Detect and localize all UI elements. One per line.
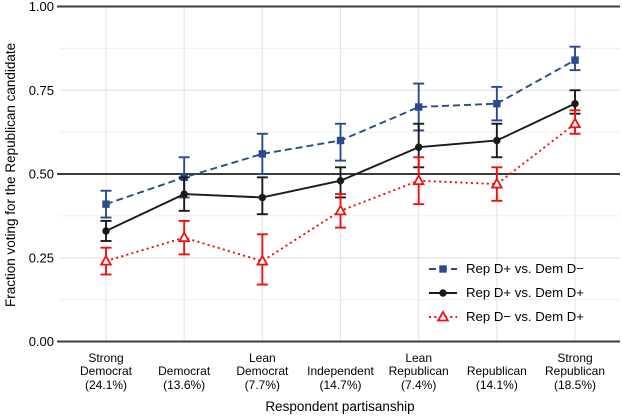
data-point-triangle <box>177 230 191 243</box>
x-category-label-line: Republican <box>388 364 449 378</box>
x-category-label: Strong Republican (18.5%) <box>523 349 622 392</box>
data-point-triangle <box>412 173 426 186</box>
y-tick-label: 0.50 <box>29 167 54 182</box>
x-category-label-line: (14.1%) <box>475 377 518 392</box>
x-category-label-line: (14.7%) <box>319 377 362 392</box>
x-category-label-line: (7.4%) <box>401 377 437 392</box>
data-point-circle <box>571 99 579 108</box>
x-category-label-line: Republican <box>544 364 606 378</box>
data-point-circle <box>439 288 447 297</box>
data-point-square <box>414 103 423 111</box>
x-category-label-line: Democrat <box>236 364 289 378</box>
legend-marker-icon <box>429 264 457 273</box>
data-point-triangle <box>334 204 347 216</box>
legend-marker-icon <box>429 309 457 321</box>
x-category-label-line: Strong <box>557 350 593 365</box>
data-point-triangle <box>436 309 450 321</box>
x-category-label-line: Republican <box>466 364 527 378</box>
legend-item: Rep D+ vs. Dem D+ <box>428 283 584 302</box>
y-tick-label: 0.00 <box>29 334 54 349</box>
data-point-circle <box>336 177 345 185</box>
data-point-square <box>571 56 579 64</box>
x-category-label-line: (18.5%) <box>554 377 597 392</box>
x-category-label-line: (24.1%) <box>84 377 128 392</box>
x-category-label: Democrat (13.6%) <box>132 349 236 392</box>
data-point-square <box>102 200 110 208</box>
data-point-square <box>258 150 267 158</box>
data-points-rep-d-vs-dem-d <box>99 116 582 266</box>
data-point-triangle <box>99 254 113 266</box>
y-tick-label: 1.00 <box>29 0 54 14</box>
x-category-label: Republican (14.1%) <box>445 349 549 392</box>
y-axis-tick-labels: 0.00 0.25 0.50 0.75 1.00 <box>29 0 54 349</box>
data-point-square <box>439 264 447 273</box>
x-category-label-line: Independent <box>307 364 374 378</box>
series-rep-d-vs-dem-d <box>99 109 582 286</box>
x-category-label: Lean Democrat (7.7%) <box>210 349 314 392</box>
data-point-triangle <box>490 177 504 189</box>
x-category-label: Strong Democrat (24.1%) <box>54 349 158 392</box>
reference-lines <box>57 5 620 343</box>
series-rep-d-vs-dem-d <box>100 89 581 242</box>
x-category-label-line: Lean <box>248 350 276 365</box>
legend-item: Rep D− vs. Dem D+ <box>428 307 584 326</box>
x-category-label: Lean Republican (7.4%) <box>367 349 471 392</box>
legend-marker-icon <box>429 288 457 297</box>
data-point-circle <box>102 227 110 235</box>
legend-item: Rep D+ vs. Dem D− <box>428 259 584 278</box>
x-category-label-line: Lean <box>405 350 433 365</box>
y-tick-label: 0.75 <box>29 83 54 98</box>
x-category-label: Independent (14.7%) <box>289 349 393 392</box>
legend-label: Rep D+ vs. Dem D− <box>466 261 584 276</box>
data-point-triangle <box>255 254 269 266</box>
x-category-label-line: Strong <box>88 350 124 365</box>
legend: Rep D+ vs. Dem D− Rep D+ vs. Dem D+ Rep D−… <box>428 259 584 326</box>
data-point-square <box>336 136 345 145</box>
x-axis-title: Respondent partisanship <box>265 399 415 414</box>
data-point-square <box>493 99 501 108</box>
y-tick-label: 0.25 <box>29 250 54 265</box>
x-category-label-line: Democrat <box>158 364 211 378</box>
data-point-triangle <box>568 116 582 129</box>
data-point-circle <box>493 136 501 145</box>
x-category-label-line: (7.7%) <box>244 377 280 392</box>
y-axis-title: Fraction voting for the Republican candi… <box>3 42 18 308</box>
data-point-circle <box>180 190 188 198</box>
legend-label: Rep D+ vs. Dem D+ <box>466 285 584 300</box>
x-category-label-line: Democrat <box>79 364 132 378</box>
data-points-rep-d-vs-dem-d <box>102 99 579 235</box>
data-point-circle <box>414 143 423 151</box>
legend-label: Rep D− vs. Dem D+ <box>466 309 584 324</box>
x-category-label-line: (13.6%) <box>163 377 206 392</box>
data-point-circle <box>258 193 267 202</box>
